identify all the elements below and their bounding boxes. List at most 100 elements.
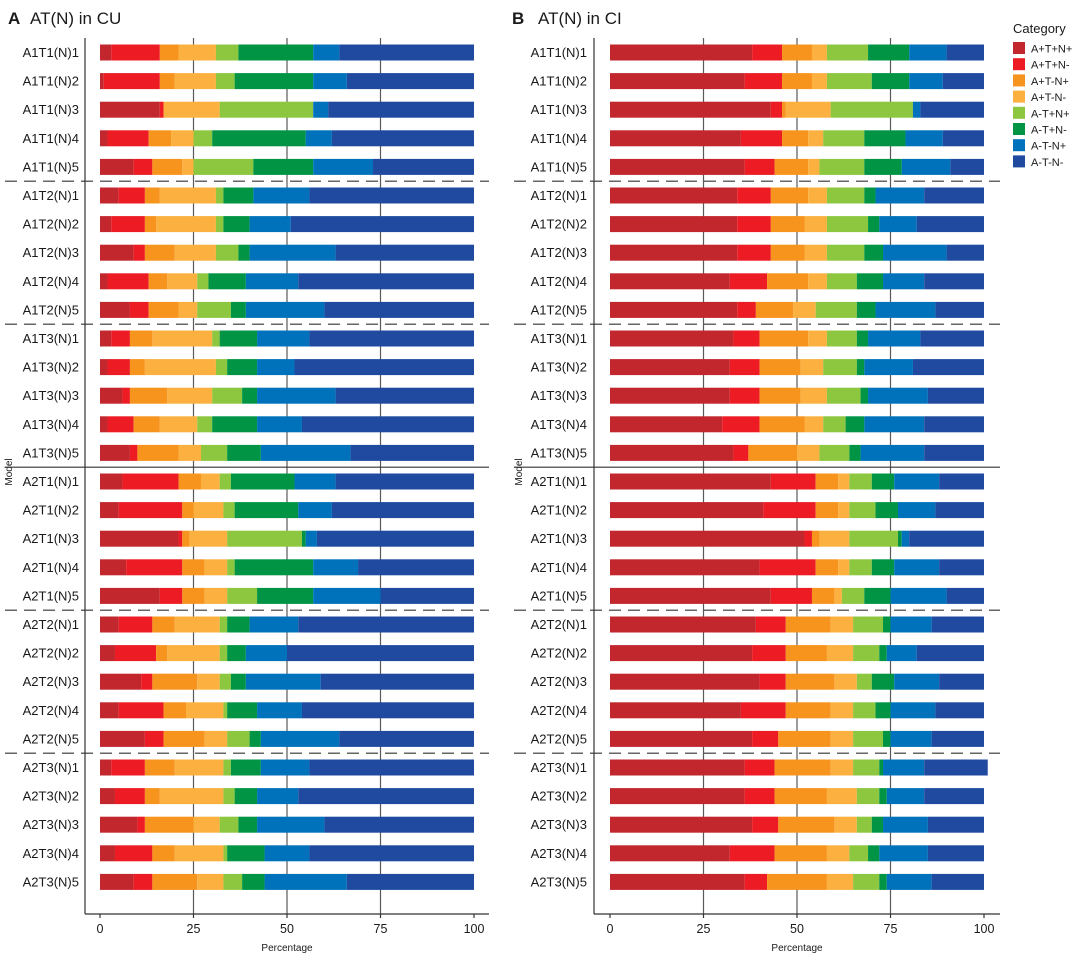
bar-segment-a-12-2 xyxy=(129,387,168,404)
bar-segment-a-13-6 xyxy=(257,416,302,433)
bar-segment-a-4-1 xyxy=(133,158,153,175)
legend-swatch-5 xyxy=(1013,123,1025,135)
legend-label-5: A-T+N- xyxy=(1031,125,1067,137)
bar-segment-a-28-5 xyxy=(227,845,265,862)
bar-segment-a-3-6 xyxy=(305,130,332,147)
bar-segment-a-0-3 xyxy=(178,44,216,61)
bar-segment-a-6-6 xyxy=(249,216,291,233)
bar-segment-b-21-0 xyxy=(610,645,753,662)
bar-segment-b-24-1 xyxy=(752,730,779,747)
bar-segment-b-8-7 xyxy=(924,273,984,290)
bar-segment-b-10-4 xyxy=(826,330,857,347)
bar-segment-a-2-1 xyxy=(159,101,164,118)
x-tick-label-50: 50 xyxy=(280,922,294,936)
bar-segment-a-25-3 xyxy=(174,759,224,776)
x-tick-label-100: 100 xyxy=(974,922,995,936)
bar-segment-a-23-0 xyxy=(100,702,119,719)
bar-segment-b-14-4 xyxy=(819,444,850,461)
bar-segment-a-28-4 xyxy=(223,845,228,862)
bar-segment-b-11-2 xyxy=(759,359,801,376)
bar-segment-a-17-5 xyxy=(301,530,306,547)
bar-segment-b-25-1 xyxy=(744,759,775,776)
bar-segment-a-18-5 xyxy=(234,559,314,576)
bar-segment-b-29-7 xyxy=(931,873,984,890)
legend-swatch-1 xyxy=(1013,58,1025,71)
bar-segment-b-12-2 xyxy=(759,387,801,404)
bar-segment-b-17-3 xyxy=(819,530,850,547)
bar-segment-b-22-1 xyxy=(759,673,786,690)
bar-segment-b-4-0 xyxy=(610,158,745,175)
bar-segment-a-6-3 xyxy=(156,216,216,233)
bar-segment-a-22-7 xyxy=(320,673,474,690)
bar-segment-b-25-4 xyxy=(853,759,880,776)
bar-segment-b-24-6 xyxy=(890,730,932,747)
bar-segment-b-18-0 xyxy=(610,559,760,576)
bar-segment-b-4-5 xyxy=(864,158,902,175)
y-tick-label-a-24: A2T2(N)5 xyxy=(23,731,79,746)
bar-segment-a-20-7 xyxy=(298,616,474,633)
y-tick-label-b-19: A2T1(N)5 xyxy=(531,588,587,603)
bar-segment-a-12-1 xyxy=(122,387,130,404)
panel-a-y-axis-title: Model xyxy=(4,458,15,485)
bar-segment-a-8-1 xyxy=(107,273,149,290)
bar-segment-b-1-4 xyxy=(826,73,872,90)
panel-a-x-axis-title: Percentage xyxy=(261,943,313,954)
bar-segment-b-18-3 xyxy=(838,559,850,576)
y-tick-label-b-29: A2T3(N)5 xyxy=(531,874,587,889)
bar-segment-b-22-7 xyxy=(939,673,984,690)
bar-segment-a-1-3 xyxy=(174,73,216,90)
bar-segment-a-13-0 xyxy=(100,416,108,433)
bar-segment-b-13-4 xyxy=(823,416,846,433)
bar-segment-b-24-7 xyxy=(931,730,984,747)
bar-segment-a-17-0 xyxy=(100,530,179,547)
bar-segment-a-19-4 xyxy=(227,587,258,604)
bar-segment-a-10-4 xyxy=(212,330,220,347)
bar-segment-a-5-7 xyxy=(309,187,474,204)
bar-segment-a-0-5 xyxy=(238,44,314,61)
bar-segment-b-11-3 xyxy=(800,359,824,376)
bar-segment-b-23-4 xyxy=(853,702,876,719)
bar-segment-a-29-1 xyxy=(133,873,153,890)
bar-segment-a-12-3 xyxy=(167,387,213,404)
bar-segment-a-9-6 xyxy=(245,301,325,318)
bar-segment-a-25-2 xyxy=(144,759,175,776)
y-tick-label-a-1: A1T1(N)2 xyxy=(23,74,79,89)
bar-segment-b-15-1 xyxy=(770,473,816,490)
bar-segment-a-16-1 xyxy=(118,502,183,519)
bar-segment-a-27-3 xyxy=(193,816,220,833)
bar-segment-a-1-7 xyxy=(346,73,474,90)
bar-segment-b-2-7 xyxy=(920,101,984,118)
legend-swatch-4 xyxy=(1013,106,1025,119)
bar-segment-b-6-7 xyxy=(916,216,984,233)
bar-segment-a-1-0 xyxy=(100,73,104,90)
legend-label-3: A+T-N- xyxy=(1031,92,1066,104)
y-tick-label-b-9: A1T2(N)5 xyxy=(531,302,587,317)
bar-segment-b-15-2 xyxy=(815,473,839,490)
panel-a: A AT(N) in CU Percentage Model A1T1(N)1 A… xyxy=(4,9,489,954)
bar-segment-b-11-6 xyxy=(864,359,913,376)
x-tick-label-75: 75 xyxy=(884,922,898,936)
bar-segment-a-25-0 xyxy=(100,759,112,776)
bar-segment-b-19-5 xyxy=(864,587,891,604)
y-tick-label-a-12: A1T3(N)3 xyxy=(23,388,79,403)
bar-segment-b-2-4 xyxy=(830,101,913,118)
bar-segment-b-17-2 xyxy=(811,530,820,547)
bar-segment-a-27-4 xyxy=(219,816,239,833)
bar-segment-b-0-7 xyxy=(946,44,984,61)
y-tick-label-a-19: A2T1(N)5 xyxy=(23,588,79,603)
y-tick-label-a-11: A1T3(N)2 xyxy=(23,360,79,375)
bar-segment-b-13-5 xyxy=(845,416,865,433)
bar-segment-b-7-1 xyxy=(737,244,771,261)
bar-segment-a-29-7 xyxy=(346,873,474,890)
bar-segment-a-15-1 xyxy=(122,473,179,490)
bar-segment-b-13-3 xyxy=(804,416,824,433)
bar-segment-a-5-6 xyxy=(253,187,310,204)
bar-segment-b-4-4 xyxy=(819,158,865,175)
bar-segment-a-23-6 xyxy=(257,702,302,719)
bar-segment-a-20-6 xyxy=(249,616,299,633)
bar-segment-a-15-6 xyxy=(294,473,336,490)
bar-segment-b-5-0 xyxy=(610,187,738,204)
bar-segment-b-13-1 xyxy=(722,416,760,433)
bar-segment-a-2-3 xyxy=(163,101,220,118)
bar-segment-b-3-4 xyxy=(823,130,865,147)
